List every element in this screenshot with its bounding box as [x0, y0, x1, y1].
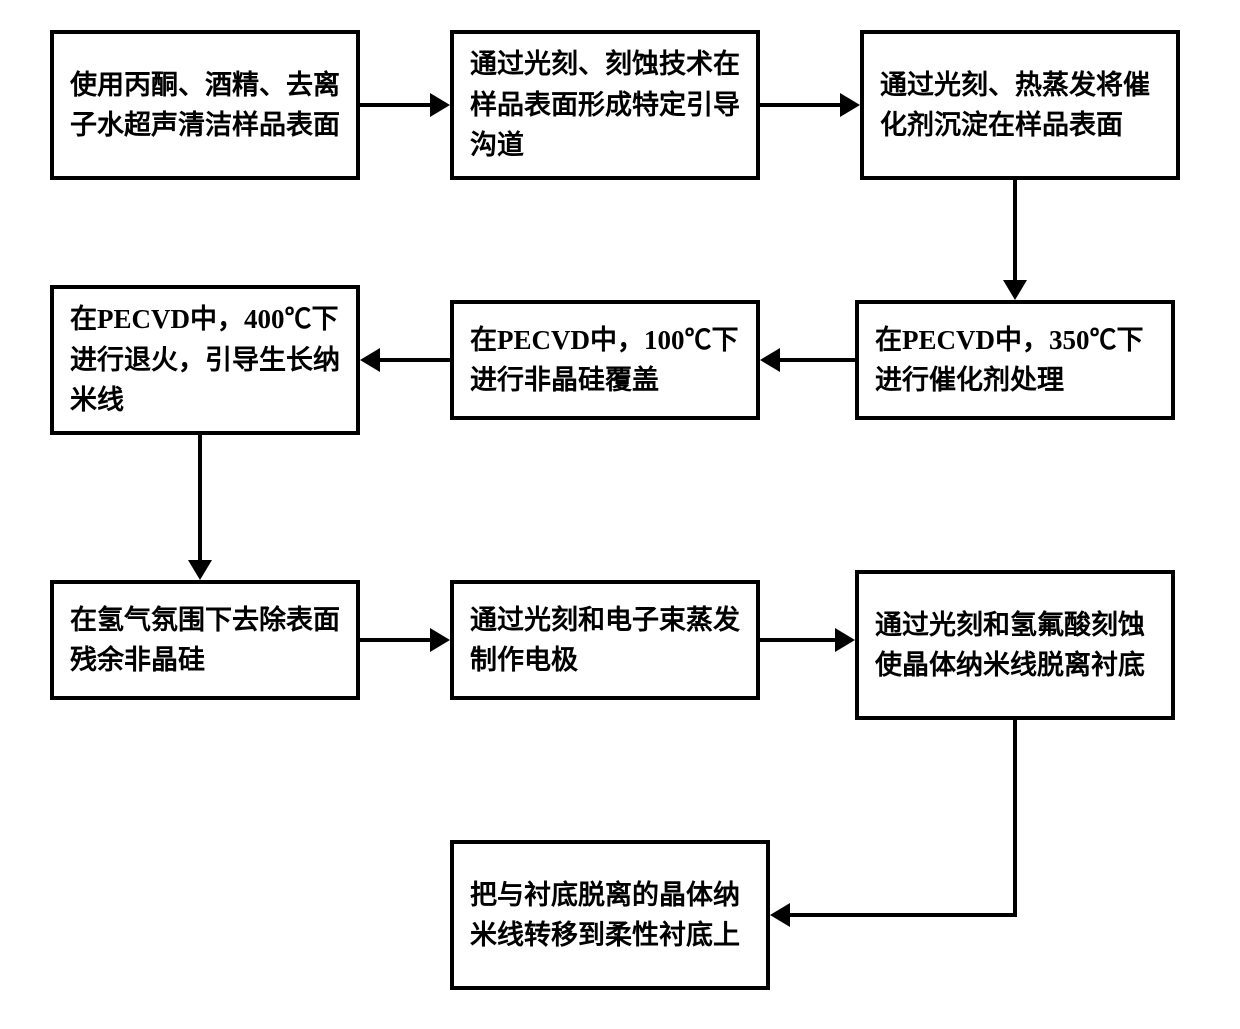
step-text: 在氢气氛围下去除表面残余非晶硅: [70, 600, 340, 681]
step-text: 在PECVD中，100℃下进行非晶硅覆盖: [470, 320, 740, 401]
step-2-lithography-channel: 通过光刻、刻蚀技术在样品表面形成特定引导沟道: [450, 30, 760, 180]
step-9-hf-etch: 通过光刻和氢氟酸刻蚀使晶体纳米线脱离衬底: [855, 570, 1175, 720]
step-text: 通过光刻和电子束蒸发制作电极: [470, 600, 740, 681]
step-3-catalyst-deposit: 通过光刻、热蒸发将催化剂沉淀在样品表面: [860, 30, 1180, 180]
arrow-1-2: [360, 103, 430, 107]
flowchart-container: 使用丙酮、酒精、去离子水超声清洁样品表面 通过光刻、刻蚀技术在样品表面形成特定引…: [0, 0, 1240, 1029]
arrow-4-5: [780, 358, 855, 362]
arrow-head-5-6: [360, 348, 380, 372]
step-1-clean: 使用丙酮、酒精、去离子水超声清洁样品表面: [50, 30, 360, 180]
step-text: 在PECVD中，350℃下进行催化剂处理: [875, 320, 1155, 401]
step-text: 通过光刻和氢氟酸刻蚀使晶体纳米线脱离衬底: [875, 605, 1155, 686]
arrow-head-4-5: [760, 348, 780, 372]
step-8-electrode: 通过光刻和电子束蒸发制作电极: [450, 580, 760, 700]
arrow-head-6-7: [188, 560, 212, 580]
step-text: 把与衬底脱离的晶体纳米线转移到柔性衬底上: [470, 875, 750, 956]
step-5-pecvd-100: 在PECVD中，100℃下进行非晶硅覆盖: [450, 300, 760, 420]
arrow-8-9: [760, 638, 835, 642]
arrow-6-7: [198, 435, 202, 560]
step-text: 在PECVD中，400℃下进行退火，引导生长纳米线: [70, 299, 340, 421]
arrow-2-3: [760, 103, 840, 107]
arrow-head-2-3: [840, 93, 860, 117]
step-7-remove-silicon: 在氢气氛围下去除表面残余非晶硅: [50, 580, 360, 700]
arrow-head-7-8: [430, 628, 450, 652]
arrow-head-1-2: [430, 93, 450, 117]
arrow-9-10-h: [790, 913, 1017, 917]
step-6-pecvd-400: 在PECVD中，400℃下进行退火，引导生长纳米线: [50, 285, 360, 435]
step-text: 通过光刻、刻蚀技术在样品表面形成特定引导沟道: [470, 44, 740, 166]
step-10-transfer: 把与衬底脱离的晶体纳米线转移到柔性衬底上: [450, 840, 770, 990]
arrow-head-3-4: [1003, 280, 1027, 300]
arrow-3-4: [1013, 180, 1017, 280]
arrow-head-9-10: [770, 903, 790, 927]
arrow-head-8-9: [835, 628, 855, 652]
arrow-5-6: [380, 358, 450, 362]
arrow-9-10-v: [1013, 720, 1017, 915]
step-text: 通过光刻、热蒸发将催化剂沉淀在样品表面: [880, 65, 1160, 146]
step-text: 使用丙酮、酒精、去离子水超声清洁样品表面: [70, 65, 340, 146]
step-4-pecvd-350: 在PECVD中，350℃下进行催化剂处理: [855, 300, 1175, 420]
arrow-7-8: [360, 638, 430, 642]
